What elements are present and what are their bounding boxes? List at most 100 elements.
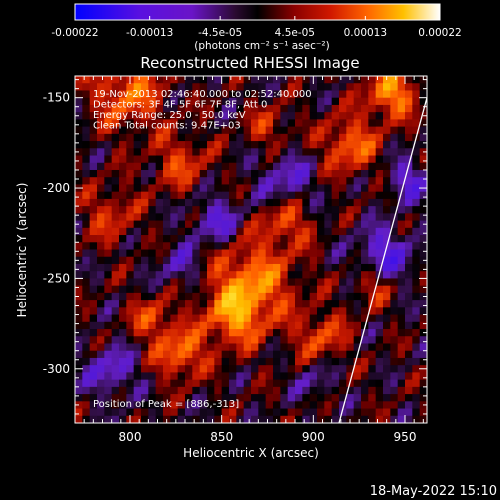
heatmap-cell	[265, 307, 274, 315]
heatmap-cell	[229, 386, 237, 395]
heatmap-cell	[170, 162, 179, 171]
heatmap-cell	[243, 379, 252, 388]
heatmap-cell	[258, 379, 267, 388]
heatmap-cell	[148, 357, 157, 366]
heatmap-cell	[185, 336, 193, 344]
heatmap-cell	[405, 329, 413, 337]
heatmap-cell	[148, 365, 157, 373]
heatmap-cell	[353, 206, 362, 214]
heatmap-cell	[229, 365, 237, 373]
heatmap-cell	[126, 307, 135, 315]
heatmap-cell	[104, 76, 113, 84]
heatmap-cell	[89, 300, 98, 308]
heatmap-cell	[295, 206, 303, 214]
heatmap-cell	[207, 249, 215, 258]
heatmap-cell	[111, 300, 120, 308]
heatmap-cell	[214, 350, 223, 359]
heatmap-cell	[361, 119, 369, 128]
heatmap-cell	[229, 271, 237, 279]
heatmap-cell	[265, 263, 274, 272]
heatmap-cell	[390, 191, 399, 200]
heatmap-cell	[302, 336, 311, 344]
heatmap-cell	[141, 126, 149, 135]
heatmap-cell	[375, 408, 384, 417]
heatmap-cell	[419, 119, 427, 128]
heatmap-cell	[302, 401, 311, 409]
heatmap-cell	[331, 256, 340, 265]
heatmap-cell	[273, 336, 281, 344]
heatmap-cell	[302, 350, 311, 359]
heatmap-cell	[126, 271, 135, 279]
heatmap-cell	[119, 148, 127, 156]
heatmap-cell	[331, 126, 340, 135]
heatmap-cell	[280, 119, 289, 128]
heatmap-cell	[265, 314, 274, 323]
heatmap-cell	[339, 162, 347, 171]
heatmap-cell	[331, 401, 340, 409]
heatmap-cell	[192, 285, 201, 294]
heatmap-cell	[280, 90, 289, 99]
heatmap-cell	[397, 336, 406, 344]
heatmap-cell	[258, 119, 267, 128]
heatmap-cell	[170, 242, 179, 250]
heatmap-cell	[251, 191, 259, 200]
heatmap-cell	[229, 206, 237, 214]
heatmap-cell	[82, 401, 91, 409]
heatmap-cell	[104, 112, 113, 120]
heatmap-cell	[258, 97, 267, 106]
y-tick-label: -300	[43, 362, 70, 376]
colorbar-tick-label: 4.5e-05	[275, 27, 315, 39]
heatmap-cell	[148, 206, 157, 214]
heatmap-cell	[192, 112, 201, 120]
heatmap-cell	[273, 365, 281, 373]
heatmap-cell	[214, 177, 223, 185]
heatmap-cell	[273, 148, 281, 156]
heatmap-cell	[177, 256, 186, 265]
heatmap-cell	[141, 198, 149, 207]
heatmap-cell	[148, 119, 157, 128]
heatmap-cell	[251, 271, 259, 279]
heatmap-cell	[405, 104, 413, 113]
heatmap-cell	[287, 386, 296, 395]
heatmap-cell	[119, 162, 127, 171]
heatmap-cell	[229, 162, 237, 171]
heatmap-cell	[265, 169, 274, 178]
heatmap-cell	[133, 191, 142, 200]
heatmap-cell	[273, 155, 281, 164]
heatmap-cell	[163, 365, 171, 373]
heatmap-cell	[346, 292, 355, 301]
x-axis-label: Heliocentric X (arcsec)	[183, 446, 319, 460]
heatmap-cell	[163, 379, 171, 388]
heatmap-cell	[199, 314, 208, 323]
heatmap-cell	[148, 141, 157, 149]
heatmap-cell	[133, 83, 142, 91]
heatmap-cell	[361, 329, 369, 337]
heatmap-cell	[390, 249, 399, 258]
heatmap-cell	[287, 133, 296, 142]
heatmap-cell	[295, 271, 303, 279]
heatmap-cell	[214, 329, 223, 337]
heatmap-cell	[375, 104, 384, 113]
heatmap-cell	[75, 394, 83, 402]
heatmap-cell	[361, 104, 369, 113]
heatmap-cell	[339, 278, 347, 287]
heatmap-cell	[141, 300, 149, 308]
heatmap-cell	[273, 386, 281, 395]
heatmap-cell	[280, 97, 289, 106]
heatmap-cell	[405, 141, 413, 149]
chart-title: Reconstructed RHESSI Image	[140, 54, 359, 72]
x-tick-label: 900	[302, 430, 325, 444]
heatmap-cell	[361, 386, 369, 395]
heatmap-cell	[177, 206, 186, 214]
heatmap-cell	[324, 177, 333, 185]
heatmap-cell	[163, 169, 171, 178]
heatmap-cell	[353, 321, 362, 330]
heatmap-cell	[375, 379, 384, 388]
heatmap-cell	[163, 343, 171, 352]
heatmap-cell	[324, 97, 333, 106]
heatmap-cell	[412, 206, 421, 214]
heatmap-cell	[390, 90, 399, 99]
heatmap-cell	[133, 321, 142, 330]
heatmap-cell	[177, 357, 186, 366]
heatmap-cell	[361, 83, 369, 91]
